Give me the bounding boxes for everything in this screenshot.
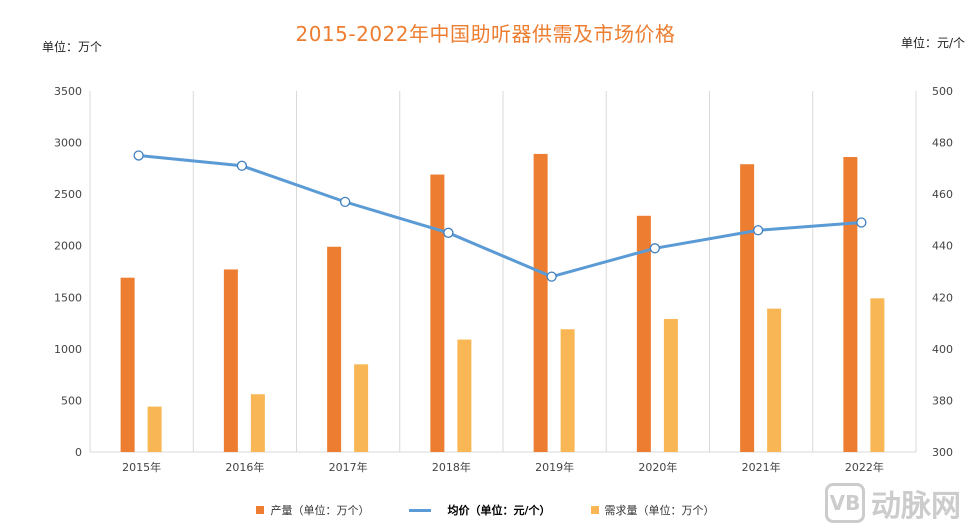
watermark-text: 动脉网: [871, 489, 961, 524]
legend-label: 产量（单位：万个）: [270, 504, 370, 517]
left-tick-label: 2000: [54, 240, 82, 253]
bar-production: [430, 174, 445, 452]
bar-demand: [870, 298, 885, 452]
bar-production: [120, 277, 135, 452]
legend-label: 均价（单位：元/个）: [447, 504, 551, 517]
x-tick-label: 2018年: [432, 460, 471, 474]
left-tick-label: 1000: [54, 343, 82, 356]
legend-swatch: [409, 508, 432, 512]
bar-demand: [663, 318, 678, 452]
right-tick-label: 380: [932, 394, 953, 407]
bar-demand: [560, 329, 575, 452]
right-tick-label: 420: [932, 291, 953, 304]
watermark: VB 动脉网: [825, 481, 961, 525]
right-tick-label: 400: [932, 343, 953, 356]
price-line: [138, 153, 862, 279]
left-tick-label: 3000: [54, 137, 82, 150]
x-tick-label: 2019年: [535, 460, 574, 474]
legend: 产量（单位：万个） 均价（单位：元/个） 需求量（单位：万个）: [0, 502, 971, 518]
x-tick-label: 2021年: [742, 460, 781, 474]
x-tick-label: 2016年: [225, 460, 264, 474]
legend-item-price: 均价（单位：元/个）: [409, 502, 551, 518]
bar-production: [327, 246, 342, 452]
price-point: [649, 243, 661, 254]
legend-label: 需求量（单位：万个）: [604, 504, 715, 517]
bar-demand: [147, 406, 162, 452]
price-point: [133, 150, 144, 161]
legend-item-production: 产量（单位：万个）: [256, 502, 369, 518]
x-tick-label: 2017年: [329, 460, 368, 474]
x-tick-label: 2020年: [638, 460, 677, 474]
right-tick-label: 500: [932, 85, 953, 98]
right-tick-label: 460: [932, 188, 953, 201]
price-point: [443, 227, 454, 238]
bar-demand: [354, 364, 369, 452]
bar-production: [636, 215, 651, 452]
right-tick-label: 440: [932, 240, 953, 253]
left-tick-label: 3500: [54, 85, 82, 98]
chart-title: 2015-2022年中国助听器供需及市场价格: [295, 22, 676, 46]
watermark-logo-icon: VB: [825, 483, 865, 523]
bar-demand: [457, 339, 472, 452]
bar-production: [533, 153, 548, 452]
left-tick-label: 500: [61, 394, 82, 407]
bar-demand: [767, 308, 782, 452]
left-tick-label: 2500: [54, 188, 82, 201]
x-tick-label: 2022年: [845, 460, 884, 474]
price-point: [752, 225, 764, 236]
x-tick-label: 2015年: [122, 460, 161, 474]
price-point: [856, 217, 867, 228]
left-tick-label: 1500: [54, 291, 82, 304]
left-tick-label: 0: [75, 446, 82, 459]
bar-production: [740, 164, 755, 452]
price-point: [546, 271, 557, 282]
bar-production: [843, 157, 858, 453]
right-tick-label: 300: [932, 446, 953, 459]
right-axis-unit: 单位：元/个: [900, 36, 965, 50]
price-point: [236, 160, 248, 171]
legend-item-demand: 需求量（单位：万个）: [590, 502, 715, 518]
legend-swatch: [590, 506, 599, 514]
price-point: [339, 196, 351, 208]
left-axis-unit: 单位：万个: [42, 40, 103, 54]
bar-demand: [250, 394, 265, 452]
legend-swatch: [256, 506, 265, 514]
bar-production: [223, 269, 238, 452]
right-tick-label: 480: [932, 137, 953, 150]
